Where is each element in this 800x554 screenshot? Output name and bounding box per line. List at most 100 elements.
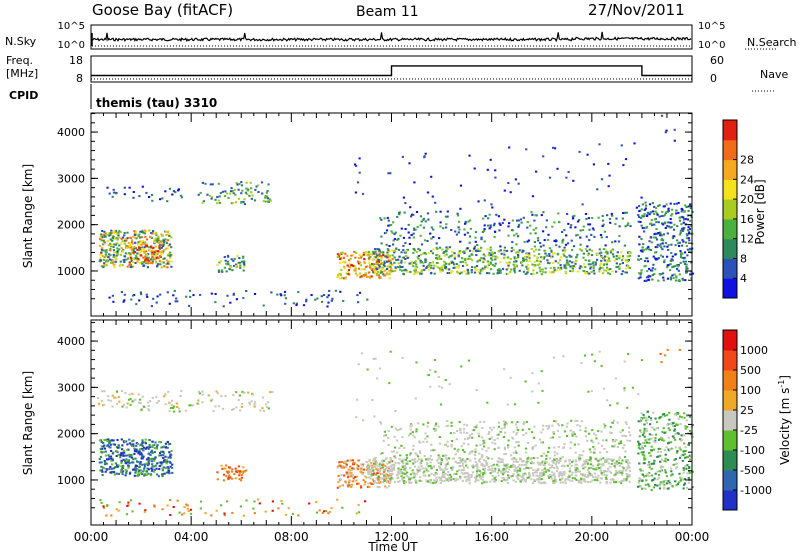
power-echo-cell <box>473 245 476 248</box>
velocity-echo-cell <box>564 459 567 462</box>
velocity-echo-cell <box>111 463 114 466</box>
velocity-echo-cell <box>386 466 389 469</box>
power-echo-cell <box>249 191 253 194</box>
power-echo-cell <box>563 254 566 257</box>
power-echo-cell <box>685 232 688 235</box>
velocity-echo-cell <box>102 451 105 454</box>
velocity-echo-cell <box>464 472 467 475</box>
velocity-echo-cell <box>629 439 632 442</box>
velocity-echo-cell <box>415 481 418 484</box>
velocity-echo-cell <box>465 475 468 478</box>
velocity-echo-cell <box>166 456 170 459</box>
power-echo-cell <box>518 249 521 252</box>
velocity-echo-cell <box>588 448 591 451</box>
power-echo-cell <box>580 249 583 252</box>
velocity-echo-cell <box>323 510 326 513</box>
velocity-echo-cell <box>493 480 496 483</box>
power-echo-cell <box>138 261 141 264</box>
velocity-echo-cell <box>106 439 109 442</box>
velocity-echo-cell <box>120 452 123 454</box>
power-echo-cell <box>119 263 122 266</box>
velocity-echo-cell <box>646 430 649 432</box>
velocity-echo-cell <box>118 400 121 403</box>
velocity-echo-cell <box>169 455 172 458</box>
power-echo-cell <box>534 214 537 217</box>
power-echo-cell <box>117 232 120 235</box>
velocity-echo-cell <box>159 461 162 464</box>
velocity-echo-cell <box>637 485 640 488</box>
power-echo-cell <box>470 253 473 256</box>
power-echo-cell <box>639 221 642 223</box>
power-echo-cell <box>615 255 618 257</box>
velocity-echo-cell <box>308 502 311 505</box>
velocity-echo-cell <box>623 444 626 447</box>
velocity-echo-cell <box>593 360 596 363</box>
velocity-echo-cell <box>143 467 146 470</box>
power-echo-cell <box>126 265 129 268</box>
velocity-echo-cell <box>516 469 519 472</box>
velocity-echo-cell <box>646 418 649 421</box>
velocity-echo-cell <box>637 444 640 447</box>
power-echo-cell <box>494 255 497 258</box>
power-echo-cell <box>667 210 670 213</box>
velocity-echo-cell <box>403 479 406 482</box>
velocity-echo-cell <box>456 462 459 464</box>
power-echo-cell <box>446 272 449 274</box>
velocity-echo-cell <box>626 476 629 479</box>
power-echo-cell <box>147 246 150 249</box>
velocity-echo-cell <box>111 439 114 442</box>
velocity-echo-cell <box>640 412 643 415</box>
velocity-echo-cell <box>543 470 546 473</box>
velocity-echo-cell <box>526 476 529 479</box>
velocity-echo-cell <box>599 466 602 469</box>
velocity-echo-cell <box>402 476 405 479</box>
power-echo-cell <box>393 238 396 241</box>
velocity-echo-cell <box>181 513 184 516</box>
velocity-echo-cell <box>602 423 605 426</box>
power-echo-cell <box>453 252 456 255</box>
power-echo-cell <box>489 246 492 249</box>
power-echo-cell <box>624 158 628 161</box>
power-echo-cell <box>580 266 583 269</box>
power-echo-cell <box>685 265 688 268</box>
power-echo-cell <box>651 210 655 213</box>
velocity-echo-cell <box>373 415 376 418</box>
velocity-echo-cell <box>394 481 397 484</box>
power-echo-cell <box>145 256 148 259</box>
velocity-echo-cell <box>238 471 241 474</box>
velocity-echo-cell <box>162 446 165 449</box>
power-echo-cell <box>402 273 405 276</box>
power-echo-cell <box>116 247 119 250</box>
velocity-echo-cell <box>367 468 370 471</box>
power-echo-cell <box>689 207 692 210</box>
velocity-echo-cell <box>487 457 490 460</box>
velocity-echo-cell <box>623 478 626 480</box>
velocity-echo-cell <box>598 350 601 353</box>
power-echo-cell <box>398 213 401 216</box>
velocity-echo-cell <box>503 425 506 428</box>
power-echo-cell <box>128 242 131 245</box>
velocity-echo-cell <box>437 476 440 479</box>
velocity-echo-cell <box>147 405 150 407</box>
power-echo-cell <box>507 262 510 265</box>
power-echo-cell <box>144 241 147 244</box>
velocity-echo-cell <box>113 443 117 446</box>
power-echo-cell <box>129 266 132 269</box>
velocity-echo-cell <box>134 471 137 474</box>
power-echo-cell <box>121 236 124 239</box>
velocity-echo-cell <box>143 510 146 513</box>
velocity-echo-cell <box>162 395 166 398</box>
power-echo-cell <box>368 261 371 264</box>
power-echo-cell <box>168 302 171 305</box>
power-echo-cell <box>479 249 482 252</box>
velocity-echo-cell <box>131 461 134 464</box>
velocity-echo-cell <box>141 463 144 466</box>
noise-panel-frame <box>90 24 693 50</box>
velocity-echo-cell <box>505 464 508 467</box>
power-echo-cell <box>167 254 170 257</box>
velocity-echo-cell <box>671 422 675 425</box>
velocity-echo-cell <box>422 440 425 443</box>
power-echo-cell <box>583 263 586 266</box>
velocity-echo-cell <box>388 473 392 476</box>
velocity-echo-cell <box>477 479 480 482</box>
